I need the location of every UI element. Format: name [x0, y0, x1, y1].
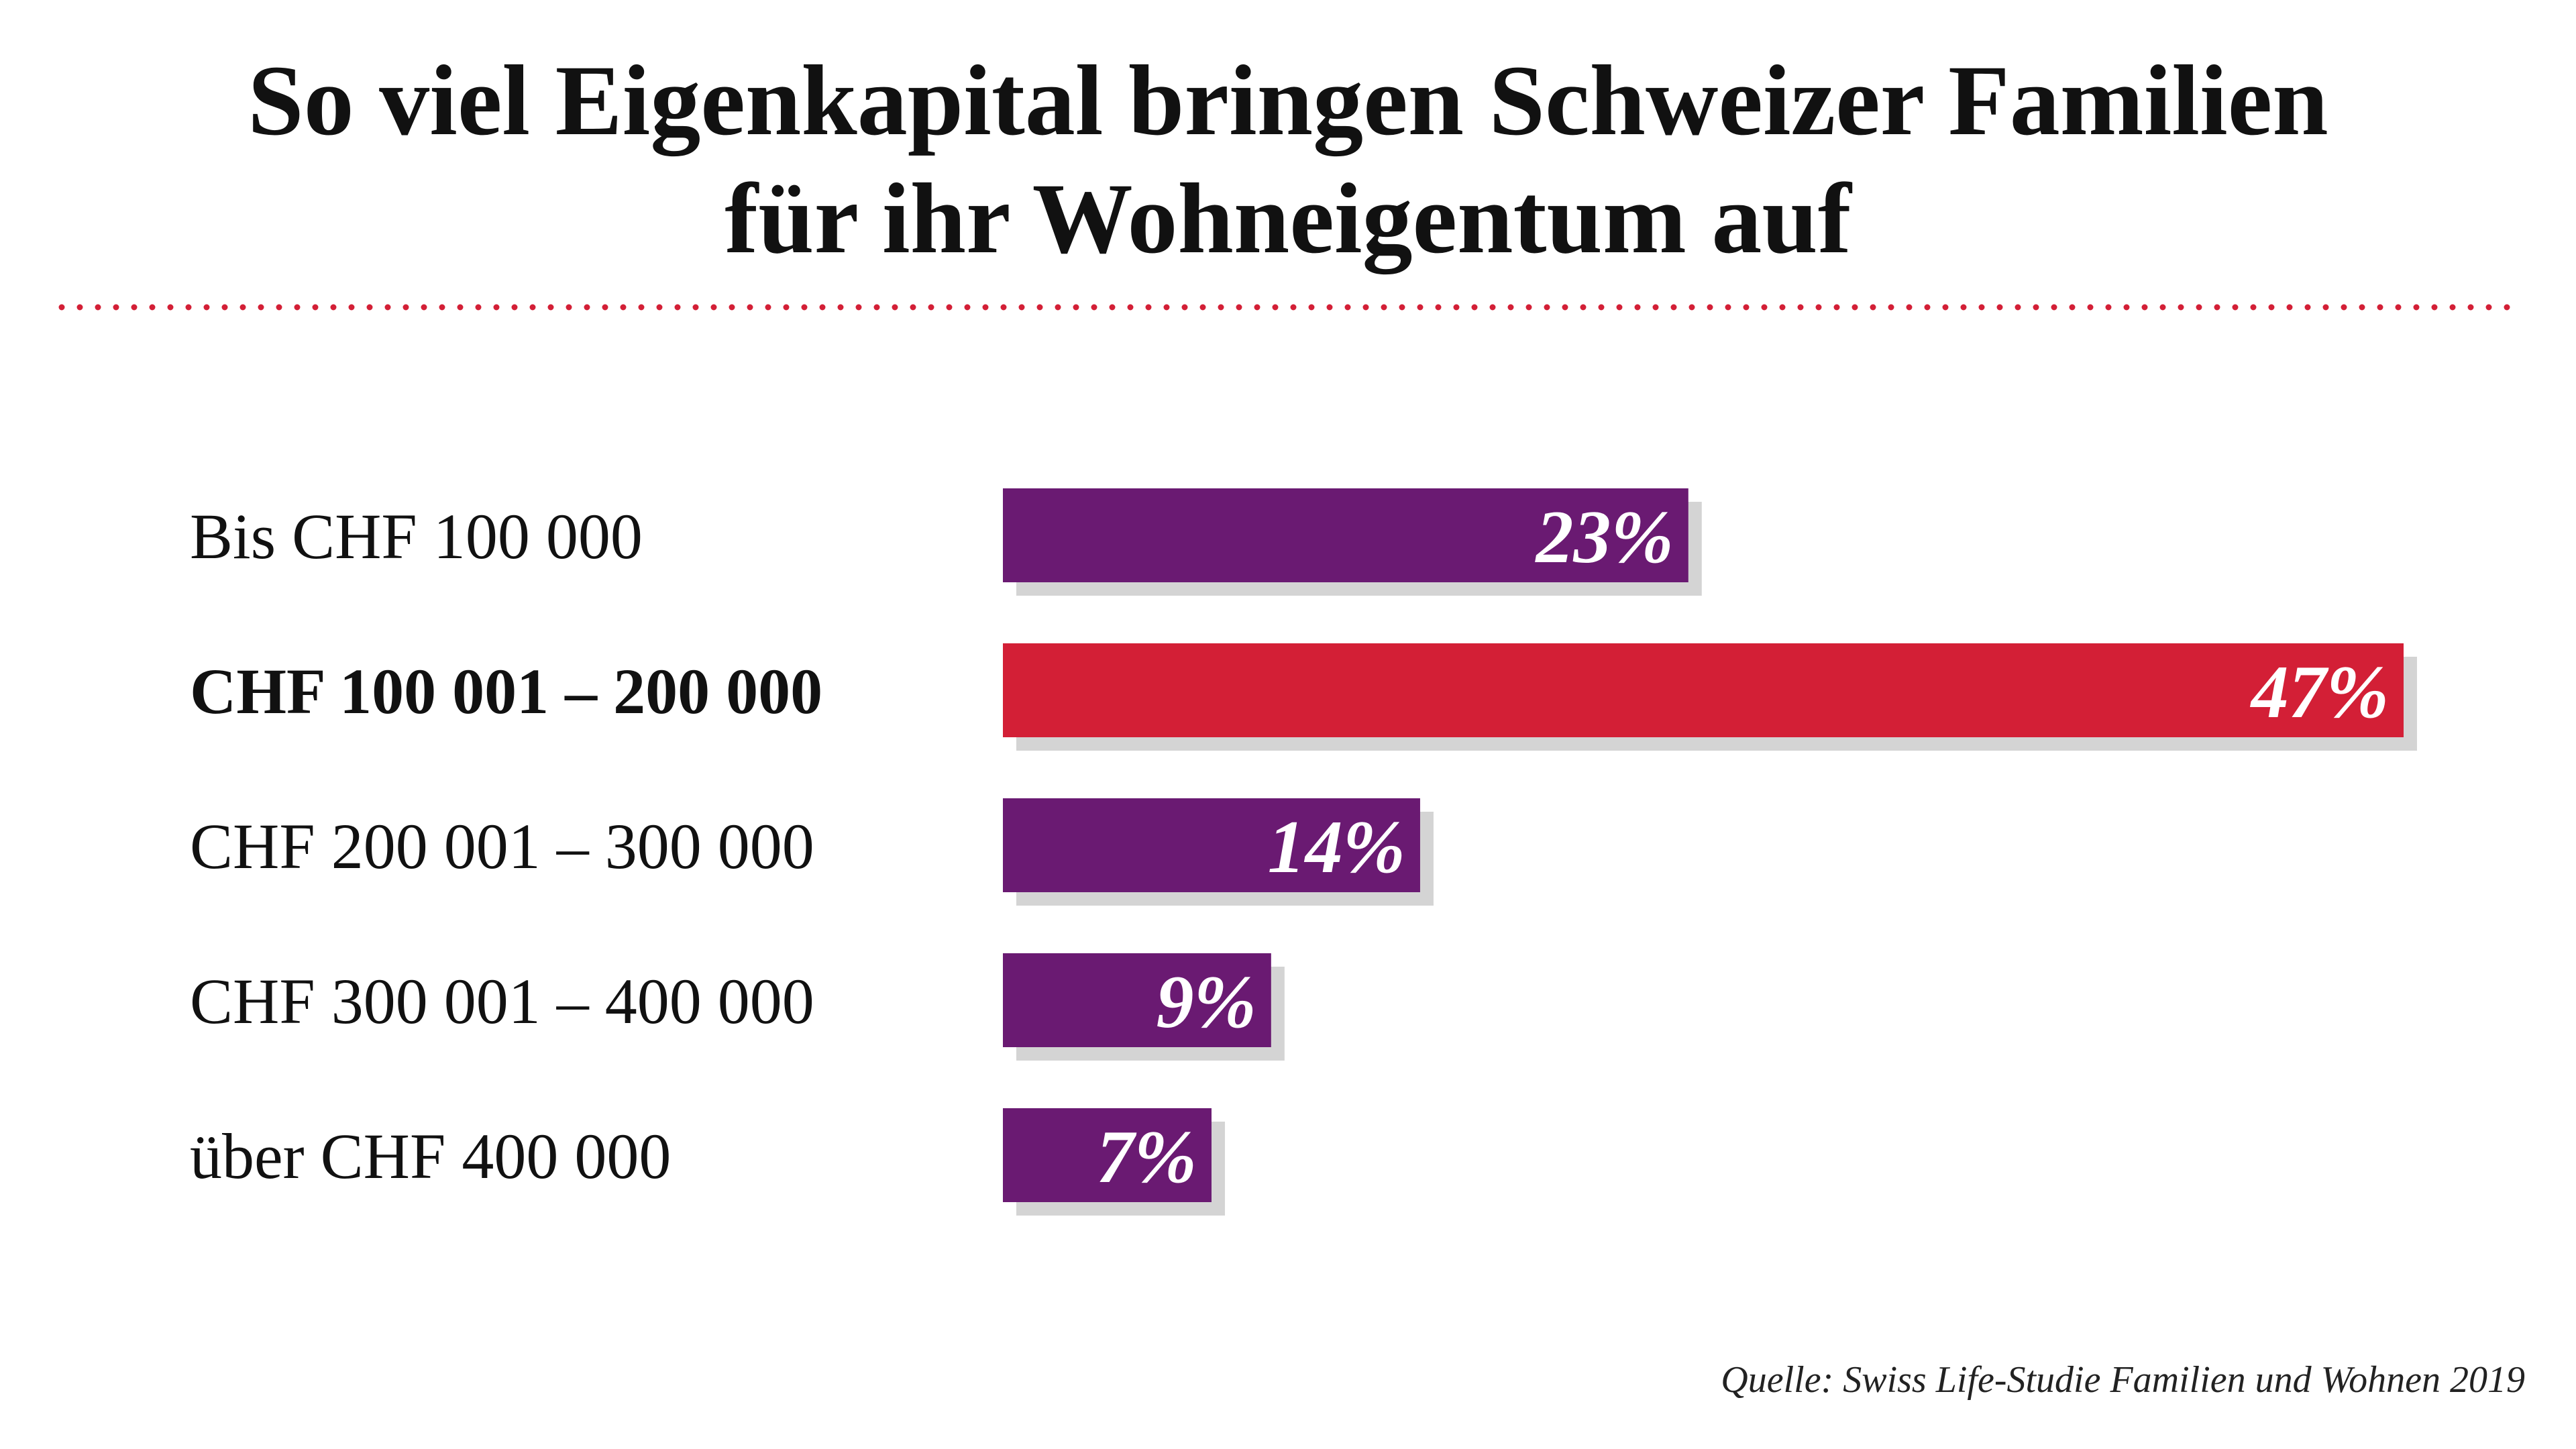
category-label: CHF 200 001 – 300 000: [190, 810, 814, 882]
bar-value-label: 7%: [1097, 1116, 1197, 1199]
dotted-divider: [58, 304, 2526, 311]
source-note: Quelle: Swiss Life-Studie Familien und W…: [1721, 1359, 2525, 1401]
category-label: CHF 100 001 – 200 000: [190, 655, 822, 727]
bar-5: [1003, 1108, 1212, 1202]
bar-1: [1003, 488, 1688, 582]
category-label: CHF 300 001 – 400 000: [190, 965, 814, 1037]
category-label: über CHF 400 000: [190, 1120, 671, 1192]
bar-value-label: 14%: [1268, 806, 1405, 889]
bar-value-label: 23%: [1534, 496, 1673, 579]
chart-title-line-2: für ihr Wohneigentum auf: [724, 163, 1851, 274]
bar-4: [1003, 953, 1271, 1047]
bar-3: [1003, 798, 1420, 892]
chart-title-line-1: So viel Eigenkapital bringen Schweizer F…: [248, 45, 2328, 156]
bar-2: [1003, 643, 2404, 737]
bar-value-label: 9%: [1157, 961, 1256, 1044]
chart-title: So viel Eigenkapital bringen Schweizer F…: [0, 42, 2576, 278]
category-label: Bis CHF 100 000: [190, 500, 643, 572]
bar-value-label: 47%: [2250, 651, 2389, 734]
